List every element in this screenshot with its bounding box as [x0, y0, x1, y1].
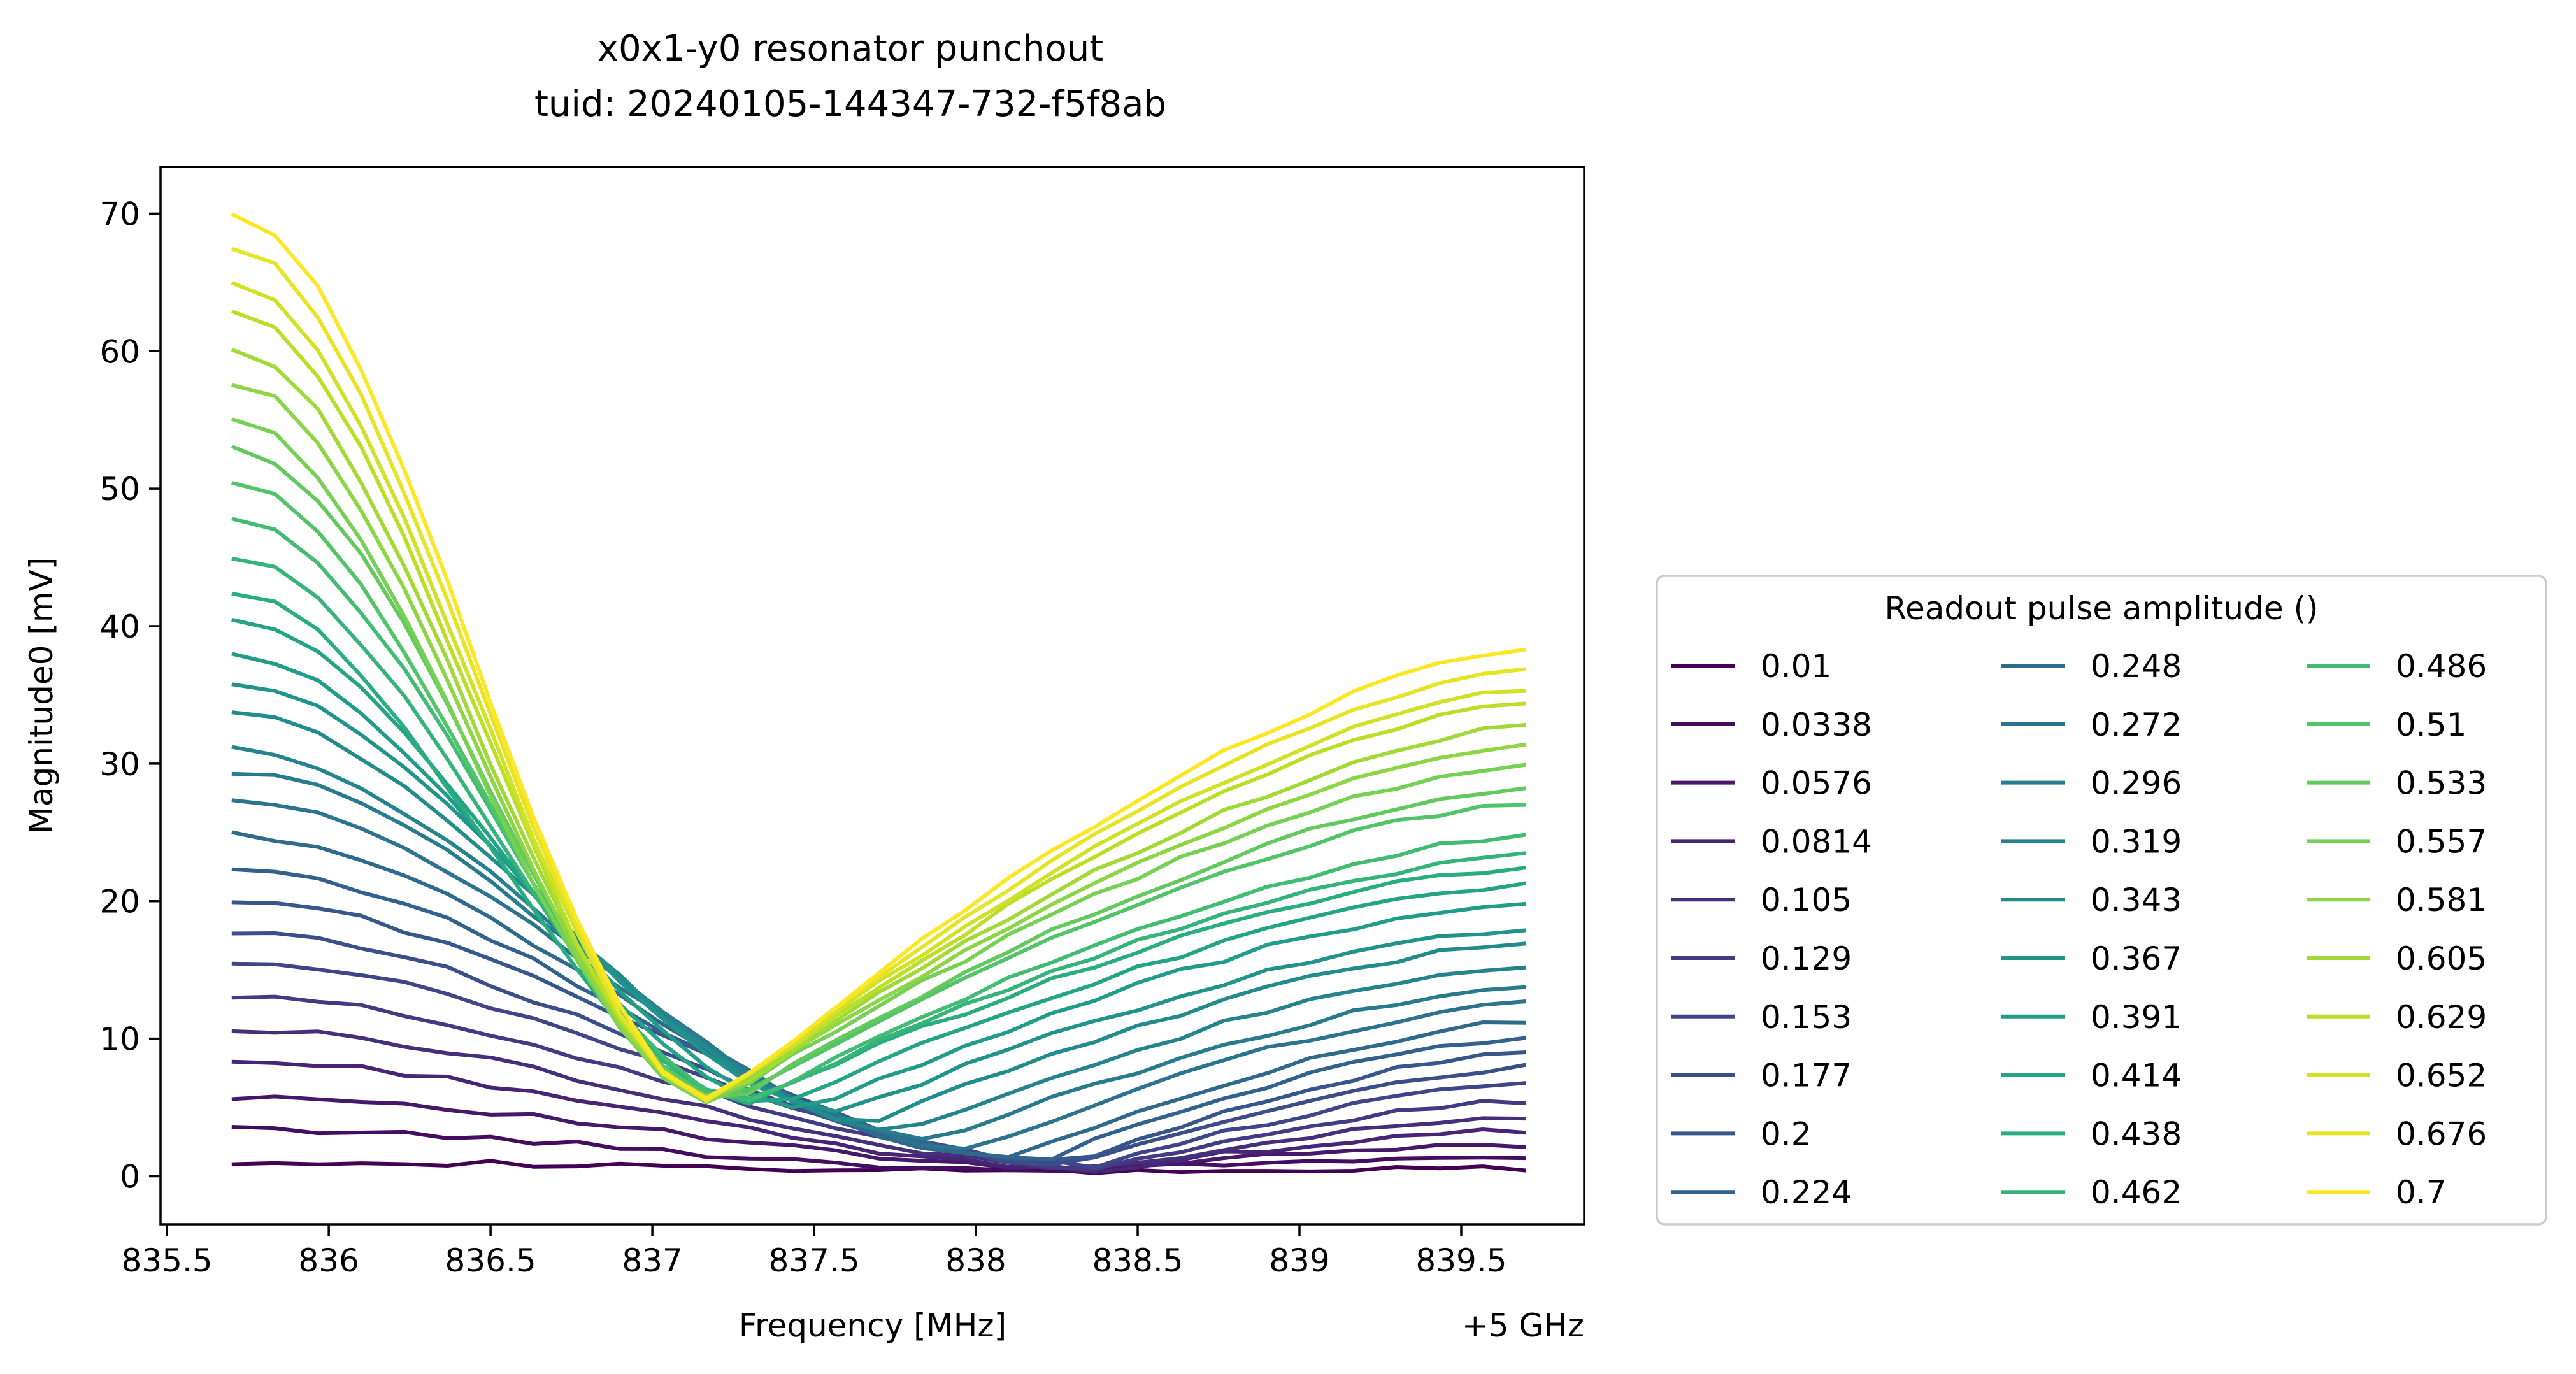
legend-label: 0.391: [2091, 999, 2182, 1036]
series-line: [231, 556, 1526, 1101]
legend-label: 0.652: [2396, 1057, 2487, 1094]
series-line: [231, 710, 1526, 1123]
x-tick-label: 838.5: [1092, 1242, 1183, 1279]
y-tick-label: 60: [99, 333, 140, 370]
x-tick-label: 838: [945, 1242, 1006, 1279]
series-line: [231, 1059, 1526, 1175]
series-lines: [231, 212, 1527, 1175]
series-line: [231, 745, 1526, 1132]
legend-label: 0.248: [2091, 648, 2182, 685]
series-line: [231, 212, 1527, 1101]
legend-label: 0.105: [1761, 882, 1852, 919]
series-line: [231, 1094, 1526, 1173]
x-offset-label: +5 GHz: [1462, 1307, 1584, 1344]
legend-frame: [1656, 575, 2547, 1226]
series-line: [231, 480, 1526, 1097]
x-tick-label: 835.5: [122, 1242, 213, 1279]
legend-label: 0.462: [2091, 1174, 2182, 1211]
legend-label: 0.438: [2091, 1115, 2182, 1152]
legend-label: 0.177: [1761, 1057, 1852, 1094]
axis-ticks: 835.5 836 836.5 837 837.5 838 838.5 839 839.5 0 10…: [99, 196, 1506, 1279]
legend-label: 0.153: [1761, 999, 1852, 1036]
legend-label: 0.01: [1761, 648, 1831, 685]
legend-label: 0.224: [1761, 1174, 1852, 1211]
x-tick-label: 839: [1269, 1242, 1329, 1279]
series-line: [231, 417, 1527, 1105]
series-line: [231, 247, 1526, 1103]
legend: Readout pulse amplitude () 0.010.03380.0…: [1656, 575, 2547, 1226]
series-line: [231, 798, 1526, 1151]
series-line: [231, 617, 1527, 1103]
series-line: [231, 309, 1526, 1103]
y-tick-label: 50: [99, 471, 140, 508]
legend-label: 0.486: [2396, 648, 2487, 685]
x-tick-label: 836.5: [445, 1242, 536, 1279]
y-tick-label: 0: [120, 1158, 140, 1195]
legend-label: 0.581: [2396, 882, 2487, 919]
series-line: [231, 281, 1526, 1101]
legend-label: 0.414: [2091, 1057, 2182, 1094]
y-tick-label: 10: [99, 1021, 140, 1058]
x-tick-label: 837: [622, 1242, 682, 1279]
legend-label: 0.605: [2396, 940, 2487, 977]
series-line: [231, 1159, 1526, 1175]
series-line: [231, 682, 1526, 1113]
x-tick-label: 836: [298, 1242, 359, 1279]
y-axis-label: Magnitude0 [mV]: [23, 557, 60, 834]
legend-label: 0.129: [1761, 940, 1852, 977]
legend-label: 0.343: [2091, 882, 2182, 919]
legend-entries: 0.01 0.0338 0.0576 0.0814 0.105 0.129 0.153 0.1…: [1671, 648, 2487, 1211]
x-tick-label: 839.5: [1415, 1242, 1506, 1279]
y-tick-label: 30: [99, 746, 140, 783]
legend-label: 0.272: [2091, 706, 2182, 743]
legend-label: 0.319: [2091, 823, 2182, 860]
series-line: [231, 652, 1526, 1110]
plot-frame: [159, 166, 1585, 1226]
series-line: [231, 517, 1527, 1103]
legend-label: 0.0576: [1761, 765, 1872, 802]
series-line: [231, 591, 1526, 1106]
legend-label: 0.7: [2396, 1174, 2447, 1211]
y-tick-label: 20: [99, 884, 140, 920]
y-tick-label: 70: [99, 196, 140, 233]
chart-title: x0x1-y0 resonator punchout: [597, 28, 1103, 69]
series-line: [231, 830, 1526, 1159]
series-line: [231, 1029, 1526, 1171]
legend-title: Readout pulse amplitude (): [1884, 590, 2318, 627]
series-line: [231, 1125, 1526, 1174]
legend-label: 0.533: [2396, 765, 2487, 802]
legend-label: 0.0814: [1761, 823, 1872, 860]
legend-label: 0.367: [2091, 940, 2182, 977]
legend-label: 0.51: [2396, 706, 2466, 743]
series-line: [231, 383, 1527, 1103]
legend-label: 0.629: [2396, 999, 2487, 1036]
y-tick-label: 40: [99, 608, 140, 645]
legend-label: 0.676: [2396, 1115, 2487, 1152]
x-tick-label: 837.5: [768, 1242, 859, 1279]
x-axis-label: Frequency [MHz]: [739, 1307, 1006, 1344]
legend-label: 0.2: [1761, 1115, 1812, 1152]
legend-label: 0.0338: [1761, 706, 1872, 743]
chart-subtitle: tuid: 20240105-144347-732-f5f8ab: [534, 83, 1166, 125]
legend-label: 0.296: [2091, 765, 2182, 802]
series-line: [231, 347, 1526, 1099]
legend-label: 0.557: [2396, 823, 2487, 860]
